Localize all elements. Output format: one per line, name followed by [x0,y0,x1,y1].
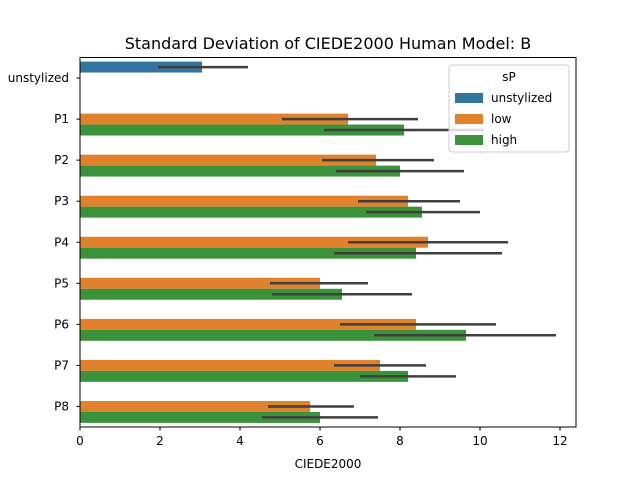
y-tick-label: P4 [54,235,69,249]
x-tick-label: 12 [552,434,567,448]
legend-swatch-low [455,114,483,124]
y-tick-label: P2 [54,153,69,167]
bar-high-P5 [80,288,342,300]
x-tick-label: 10 [472,434,487,448]
x-tick-label: 6 [316,434,324,448]
bar-low-P7 [80,359,380,371]
legend-entry-unstylized: unstylized [491,91,552,105]
legend-title: sP [502,70,516,84]
bar-high-P3 [80,206,422,218]
bar-high-P1 [80,124,404,136]
bar-high-P6 [80,329,466,341]
chart-title: Standard Deviation of CIEDE2000 Human Mo… [125,34,532,53]
bar-low-P6 [80,318,416,330]
y-tick-label: P3 [54,194,69,208]
x-tick-label: 8 [396,434,404,448]
legend-entry-low: low [491,112,512,126]
axis-ticks: unstylized P1 P2 P3 P4 P5 P6 P7 P8 0 2 4 6 8 10 12 [8,71,568,448]
bar-high-P4 [80,247,416,259]
bar-high-P8 [80,411,320,423]
y-tick-label: P6 [54,317,69,331]
legend: sP unstylized low high [448,64,570,153]
legend-frame [448,64,570,153]
bar-high-P2 [80,165,400,177]
bar-low-P3 [80,195,408,207]
x-axis-label: CIEDE2000 [295,457,362,471]
bar-high-P7 [80,370,408,382]
x-tick-label: 4 [236,434,244,448]
bar-low-P5 [80,277,320,289]
y-tick-label: P8 [54,399,69,413]
bar-low-P4 [80,236,428,248]
bar-unstylized-unstylized [80,61,202,73]
x-tick-label: 2 [156,434,164,448]
y-tick-label: P5 [54,276,69,290]
y-tick-label: unstylized [8,71,69,85]
x-tick-label: 0 [76,434,84,448]
plot-frame [79,57,577,428]
bar-low-P2 [80,154,376,166]
y-tick-label: P1 [54,112,69,126]
bar-low-P1 [80,113,348,125]
legend-entry-high: high [491,133,517,147]
y-tick-label: P7 [54,358,69,372]
plot-area [80,61,556,423]
legend-swatch-high [455,135,483,145]
bar-low-P8 [80,400,310,412]
legend-swatch-unstylized [455,93,483,103]
